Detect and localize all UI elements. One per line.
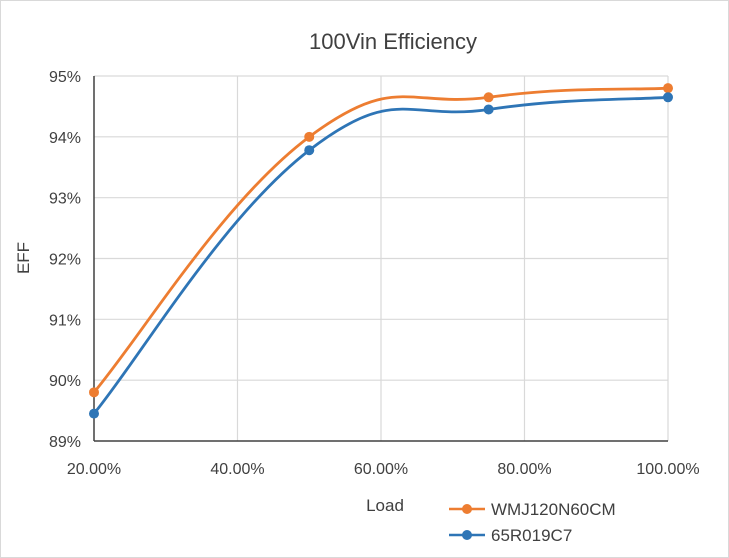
legend-item-1: WMJ120N60CM	[449, 500, 616, 519]
axes	[93, 76, 668, 442]
legend-marker-dot	[462, 504, 472, 514]
legend-marker-dot	[462, 530, 472, 540]
y-tick-label: 89%	[49, 434, 81, 451]
y-tick-labels: 89% 90% 91% 92% 93% 94% 95%	[49, 69, 81, 451]
y-tick-label: 93%	[49, 191, 81, 208]
x-tick-labels: 20.00% 40.00% 60.00% 80.00% 100.00%	[67, 461, 700, 478]
data-point	[663, 92, 673, 103]
legend-label: WMJ120N60CM	[491, 500, 616, 519]
series-2	[89, 92, 673, 419]
series-1	[89, 83, 673, 398]
series	[89, 83, 673, 419]
data-point	[89, 387, 99, 398]
grid	[94, 75, 669, 441]
chart-title: 100Vin Efficiency	[309, 29, 477, 54]
x-tick-label: 60.00%	[354, 461, 408, 478]
x-tick-label: 40.00%	[210, 461, 264, 478]
y-tick-label: 92%	[49, 252, 81, 269]
data-point	[483, 92, 494, 103]
series-line	[92, 95, 669, 415]
legend: WMJ120N60CM 65R019C7	[449, 500, 616, 545]
y-tick-label: 95%	[49, 69, 81, 86]
data-point	[663, 83, 673, 94]
data-point	[304, 131, 315, 142]
y-tick-label: 90%	[49, 373, 81, 390]
y-tick-label: 94%	[49, 130, 81, 147]
legend-label: 65R019C7	[491, 526, 572, 545]
x-axis-label: Load	[366, 496, 404, 515]
x-tick-label: 20.00%	[67, 461, 121, 478]
y-axis-label: EFF	[14, 242, 33, 274]
x-tick-label: 100.00%	[636, 461, 699, 478]
y-tick-label: 91%	[49, 312, 81, 329]
data-point	[89, 408, 99, 419]
x-tick-label: 80.00%	[497, 461, 551, 478]
series-line	[92, 86, 669, 394]
legend-item-2: 65R019C7	[449, 526, 572, 545]
data-point	[483, 104, 494, 115]
data-point	[304, 145, 315, 156]
